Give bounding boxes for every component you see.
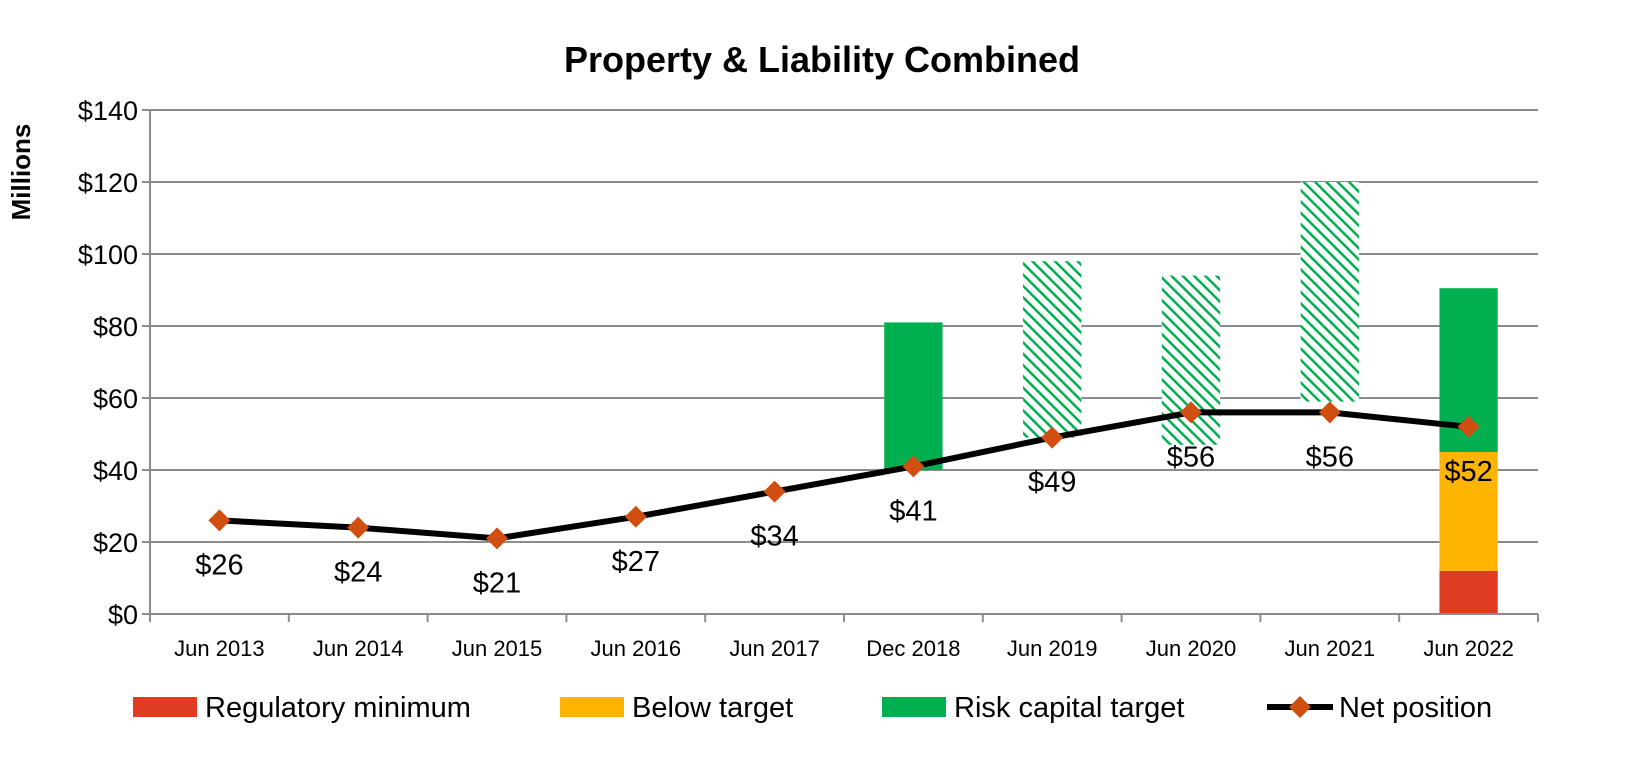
data-label: $41 [889,495,937,527]
x-tick-label: Jun 2014 [313,636,404,661]
net-position-marker [763,480,786,503]
legend-swatch [133,697,197,717]
net-position-marker [1318,401,1341,424]
y-tick-label: $80 [93,312,138,342]
x-tick-label: Jun 2016 [591,636,682,661]
x-tick-label: Jun 2015 [452,636,543,661]
legend: Regulatory minimum Below target Risk capit… [133,692,1492,724]
data-label: $56 [1167,441,1215,473]
data-labels: $26 $24 $21 $27 $34 $41 $49 $56 $56 $52 [195,441,1493,599]
x-tick-label: Jun 2013 [174,636,265,661]
axes: $0 $20 $40 $60 $80 $100 $120 $140 Jun 2013 Jun 20… [78,96,1539,661]
x-tick-label: Dec 2018 [866,636,960,661]
bar-risk-capital-target [1023,261,1082,438]
y-tick-label: $120 [78,168,138,198]
data-label: $21 [473,567,521,599]
data-label: $24 [334,557,382,589]
data-label: $49 [1028,467,1076,499]
net-position-marker [624,505,647,528]
net-position-line [208,401,1480,550]
net-position-marker [902,455,925,478]
x-tick-label: Jun 2017 [729,636,820,661]
data-label: $26 [195,549,243,581]
y-tick-label: $100 [78,240,138,270]
gridlines [150,109,1538,615]
net-position-marker [1180,401,1202,424]
legend-label: Net position [1339,692,1492,724]
y-tick-label: $140 [78,96,138,126]
bar-below-target [1439,452,1498,571]
bar-risk-capital-target [884,322,943,470]
net-position-marker [1457,415,1480,438]
x-tick-label: Jun 2021 [1285,636,1376,661]
legend-swatch-marker [1289,696,1311,718]
legend-label: Risk capital target [954,692,1185,724]
data-label: $27 [612,546,660,578]
bar-regulatory-minimum [1439,570,1498,614]
net-position-marker [1041,426,1064,449]
y-axis-label: Millions [6,124,36,221]
net-position-path [219,409,1469,542]
x-tick-label: Jun 2019 [1007,636,1098,661]
data-label: $34 [750,521,798,553]
net-position-marker [208,509,231,532]
legend-swatch [560,697,624,717]
x-tick-label: Jun 2022 [1423,636,1514,661]
y-tick-label: $20 [93,528,138,558]
chart-title: Property & Liability Combined [564,39,1080,80]
legend-label: Below target [632,692,793,724]
legend-label: Regulatory minimum [205,692,471,724]
bar-risk-capital-target [1300,182,1359,402]
legend-swatch [882,697,946,717]
y-tick-label: $0 [108,600,138,630]
x-tick-label: Jun 2020 [1146,636,1237,661]
data-label: $52 [1444,456,1492,488]
net-position-marker [486,527,508,550]
data-label: $56 [1306,441,1354,473]
y-tick-label: $40 [93,456,138,486]
net-position-marker [347,516,370,539]
y-tick-label: $60 [93,384,138,414]
